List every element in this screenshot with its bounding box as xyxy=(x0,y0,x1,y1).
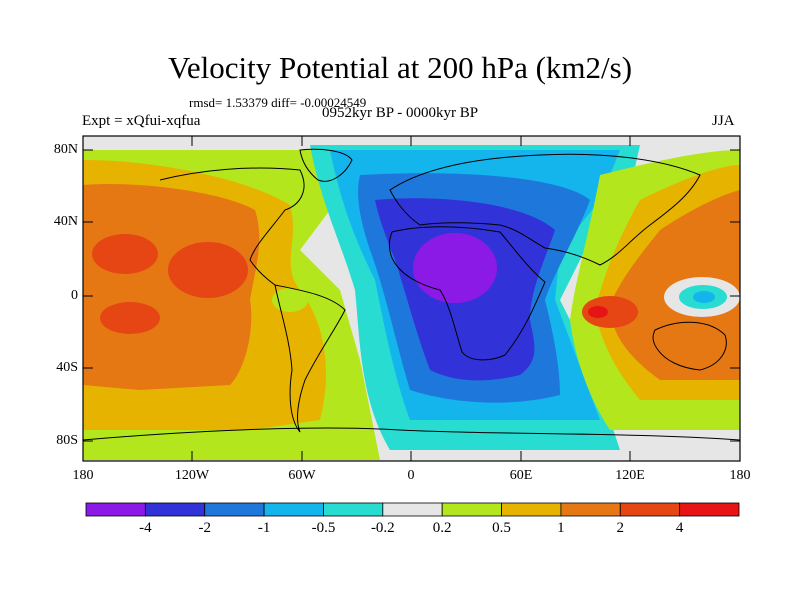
colorbar-label: -4 xyxy=(139,520,152,536)
contour-slight-positive-amazon xyxy=(272,288,308,312)
y-tick-label: 40N xyxy=(53,214,78,229)
x-tick-label: 180 xyxy=(729,468,751,483)
colorbar-label: -0.5 xyxy=(311,520,336,536)
contour-positive-west-a xyxy=(92,234,158,274)
x-tick-label: 120E xyxy=(615,468,645,483)
rmsd-stats: rmsd= 1.53379 diff= -0.00024549 xyxy=(189,95,367,110)
colorbar-label: 1 xyxy=(557,520,565,536)
colorbar-label: 2 xyxy=(616,520,625,536)
colorbar-swatch xyxy=(204,502,265,517)
contour-field xyxy=(83,136,740,461)
x-tick-label: 180 xyxy=(72,468,94,483)
colorbar-swatch xyxy=(441,502,502,517)
coastline-eurasia xyxy=(389,153,701,266)
colorbar-swatch xyxy=(85,502,146,517)
contour-positive-west-b xyxy=(168,242,248,298)
coastline-south-america xyxy=(274,284,346,433)
colorbar xyxy=(85,502,740,517)
coastline-antarctica xyxy=(83,427,740,441)
coastline-africa xyxy=(388,226,546,361)
colorbar-swatch xyxy=(323,502,384,517)
x-tick-label: 60W xyxy=(288,468,316,483)
x-tick-label: 120W xyxy=(174,468,210,483)
map-title: Velocity Potential at 200 hPa (km2/s) xyxy=(167,50,633,85)
axis-ticks xyxy=(83,136,740,461)
y-tick-label: 0 xyxy=(71,288,78,303)
experiment-label: Expt = xQfui-xqfua xyxy=(82,113,201,129)
contour-strong-positive-east xyxy=(588,306,608,318)
contour-weak-negative-east xyxy=(693,291,715,303)
colorbar-swatch xyxy=(263,502,324,517)
season-label: JJA xyxy=(712,113,735,129)
x-tick-label: 60E xyxy=(509,468,533,483)
coastline-north-america xyxy=(159,167,305,286)
colorbar-label: 0.2 xyxy=(432,520,452,536)
x-tick-label: 0 xyxy=(407,468,415,483)
y-tick-label: 80S xyxy=(56,433,78,448)
colorbar-swatch xyxy=(560,502,621,517)
contour-strong-negative xyxy=(413,233,497,303)
colorbar-swatch xyxy=(501,502,562,517)
coastline-australia xyxy=(652,321,727,371)
colorbar-swatch xyxy=(382,502,443,517)
y-tick-label: 80N xyxy=(53,142,78,157)
colorbar-label: -0.2 xyxy=(370,520,395,536)
colorbar-label: -1 xyxy=(257,520,271,536)
period-label: 0952kyr BP - 0000kyr BP xyxy=(322,105,479,121)
contour-positive-west-c xyxy=(100,302,160,334)
colorbar-label: -2 xyxy=(198,520,211,536)
colorbar-swatch xyxy=(619,502,681,517)
contour-positive-east xyxy=(582,296,638,328)
colorbar-swatch xyxy=(144,502,206,517)
coastline-greenland xyxy=(299,148,353,182)
colorbar-label: 0.5 xyxy=(492,520,511,536)
colorbar-swatch xyxy=(679,502,740,517)
y-tick-label: 40S xyxy=(56,360,78,375)
coastlines xyxy=(83,148,740,441)
colorbar-label: 4 xyxy=(675,520,684,536)
